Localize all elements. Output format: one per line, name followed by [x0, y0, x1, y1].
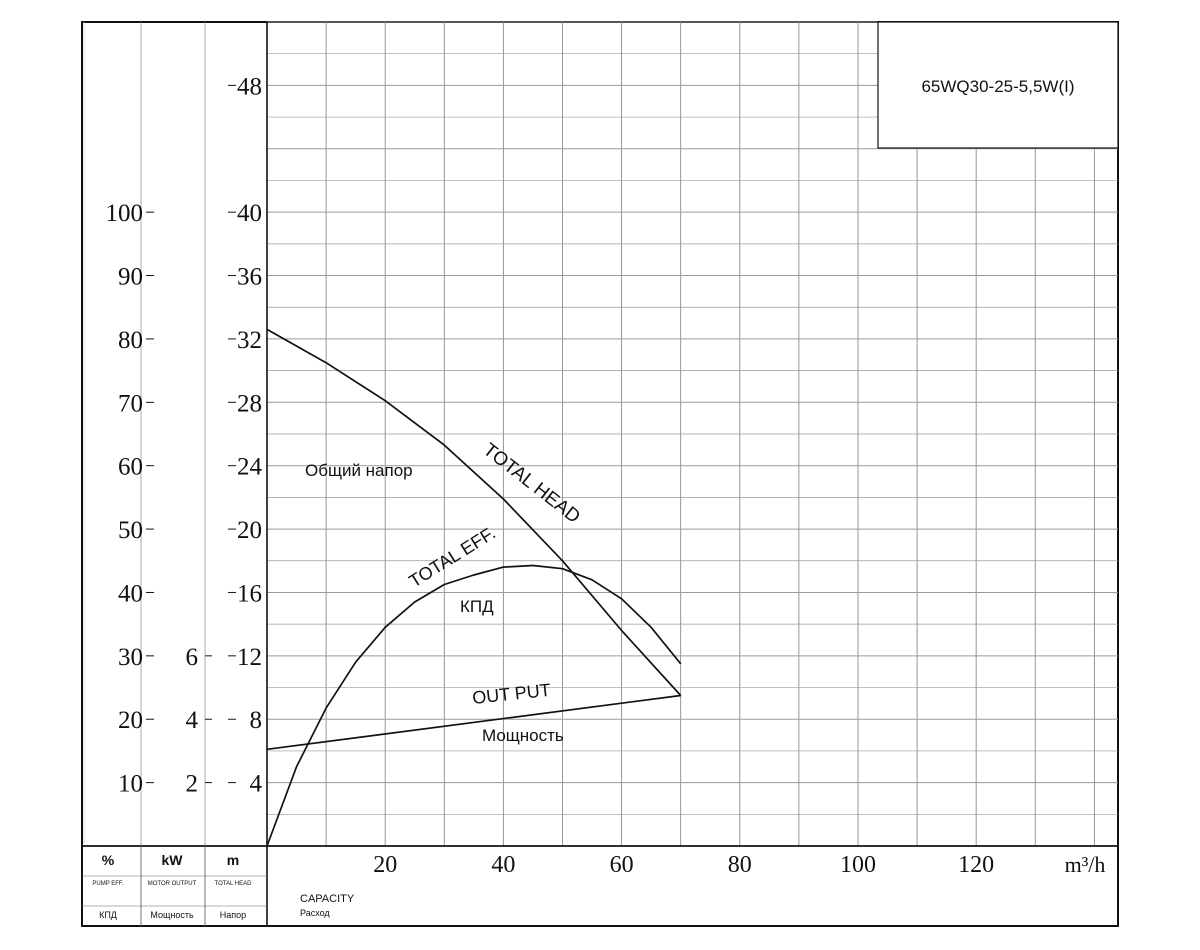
axes: [82, 22, 1118, 926]
eff-label-en-small: PUMP EFF.: [92, 881, 124, 887]
eff-label-ru: КПД: [460, 597, 494, 616]
eff-label-ru-small: КПД: [99, 910, 117, 920]
power-tick-label: 2: [186, 771, 199, 798]
eff-tick-label: 60: [118, 454, 143, 481]
head-tick-label: 32: [237, 327, 262, 354]
chart-frame: [81, 21, 1119, 927]
eff-tick-label: 80: [118, 327, 143, 354]
power-label-ru-small: Мощность: [150, 910, 194, 920]
x-tick-label: 100: [840, 852, 876, 878]
head-tick-label: 28: [237, 390, 262, 417]
head-tick-label: 20: [237, 517, 262, 544]
capacity-label-en: CAPACITY: [300, 893, 355, 905]
head-tick-label: 12: [237, 644, 262, 671]
head-unit: m: [227, 852, 239, 868]
model-label: 65WQ30-25-5,5W(I): [921, 77, 1074, 96]
x-tick-label: 40: [491, 852, 515, 878]
head-tick-label: 8: [250, 707, 263, 734]
eff-tick-label: 90: [118, 264, 143, 291]
model-box: [877, 21, 1119, 149]
x-tick-label: 20: [373, 852, 397, 878]
capacity-label-ru: Расход: [300, 908, 330, 918]
x-tick-label: 60: [610, 852, 634, 878]
power-unit: kW: [162, 852, 184, 868]
head-label-en-small: TOTAL HEAD: [215, 881, 253, 887]
eff-tick-label: 40: [118, 580, 143, 607]
head-tick-label: 48: [237, 73, 262, 100]
head-tick-label: 16: [237, 580, 262, 607]
output-curve: [266, 694, 681, 751]
eff-tick-label: 20: [118, 707, 143, 734]
x-unit: m³/h: [1065, 852, 1106, 877]
eff-tick-label: 100: [106, 200, 144, 227]
efficiency-curve: [266, 564, 682, 847]
head-tick-label: 4: [250, 771, 263, 798]
power-label-en-small: MOTOR OUTPUT: [148, 881, 197, 887]
head-tick-label: 36: [237, 264, 262, 291]
x-tick-label: 80: [728, 852, 752, 878]
labels: 20 40 60 80 100 12048121620242832364048102030…: [106, 73, 995, 878]
head-label-ru-small: Напор: [220, 910, 246, 920]
eff-tick-label: 70: [118, 390, 143, 417]
head-tick-label: 40: [237, 200, 262, 227]
output-label-ru: Мощность: [482, 726, 564, 745]
eff-tick-label: 30: [118, 644, 143, 671]
eff-unit: %: [102, 852, 115, 868]
head-curve: [266, 328, 682, 697]
curves: [266, 328, 682, 847]
eff-tick-label: 50: [118, 517, 143, 544]
head-tick-label: 24: [237, 454, 263, 481]
eff-tick-label: 10: [118, 771, 143, 798]
head-label-ru: Общий напор: [305, 461, 413, 480]
x-tick-label: 120: [958, 852, 994, 878]
power-tick-label: 4: [186, 707, 199, 734]
power-tick-label: 6: [186, 644, 199, 671]
